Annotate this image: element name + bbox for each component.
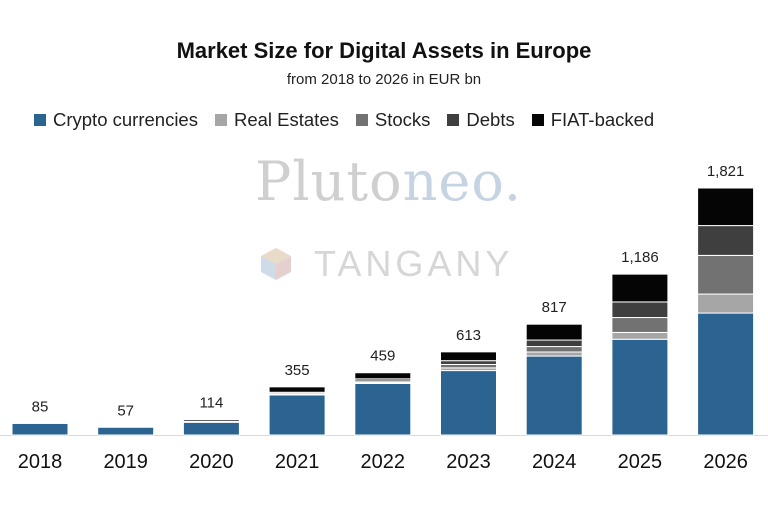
chart-title: Market Size for Digital Assets in Europe	[176, 38, 592, 63]
legend-swatch-real-estates	[214, 114, 227, 126]
bar-crypto-currencies-2020	[182, 421, 240, 436]
total-label-2018: 85	[32, 398, 49, 415]
bar-fiat-backed-2026	[697, 187, 755, 227]
total-label-2021: 355	[285, 362, 310, 379]
total-label-2025: 1,186	[621, 249, 659, 266]
bar-stocks-2023	[440, 363, 497, 369]
x-tick-label-2023: 2023	[446, 451, 491, 473]
bar-crypto-currencies-2023	[440, 370, 497, 436]
watermark-plutoneo: Plutoneo.	[255, 150, 522, 213]
bar-crypto-currencies-2021	[268, 394, 326, 436]
bar-crypto-currencies-2019	[97, 426, 155, 436]
total-label-2026: 1,821	[707, 163, 745, 180]
bar-stocks-2026	[697, 254, 755, 295]
total-label-2020: 114	[199, 395, 223, 412]
total-label-2019: 57	[117, 402, 134, 419]
x-tick-label-2020: 2020	[189, 451, 234, 473]
watermark-plutoneo-accent: neo.	[402, 150, 523, 213]
total-label-2022: 459	[370, 348, 395, 365]
bar-debts-2026	[697, 225, 755, 256]
bar-stocks-2024	[525, 346, 583, 353]
bar-fiat-backed-2025	[611, 273, 669, 303]
bar-real-estates-2024	[525, 351, 583, 357]
bar-real-estates-2025	[611, 331, 669, 340]
bar-debts-2023	[440, 360, 497, 365]
x-tick-label-2025: 2025	[618, 451, 663, 473]
tangany-logo-icon	[261, 248, 291, 280]
bar-fiat-backed-2024	[525, 323, 583, 341]
legend-item-crypto: Crypto currencies	[34, 109, 198, 131]
bar-fiat-backed-2020	[182, 419, 240, 422]
legend-item-fiat-backed: FIAT-backed	[531, 109, 655, 131]
legend-swatch-fiat-backed	[531, 114, 544, 126]
bar-debts-2024	[525, 339, 583, 348]
legend-label-fiat-backed: FIAT-backed	[550, 109, 655, 130]
x-tick-label-2019: 2019	[103, 451, 148, 473]
legend-swatch-crypto	[34, 114, 46, 126]
total-label-2024: 817	[542, 299, 567, 316]
legend-swatch-stocks	[355, 114, 368, 126]
x-tick-label-2018: 2018	[18, 451, 63, 473]
legend-item-stocks: Stocks	[355, 109, 431, 131]
bar-fiat-backed-2021	[268, 386, 326, 393]
bar-fiat-backed-2022	[354, 372, 412, 380]
legend-label-debts: Debts	[466, 109, 515, 130]
watermark-tangany: TANGANY	[258, 243, 513, 285]
watermark-tangany-text: TANGANY	[314, 243, 514, 284]
legend-item-real-estates: Real Estates	[214, 109, 339, 131]
bar-stocks-2025	[611, 317, 669, 333]
watermark-plutoneo-main: Pluto	[255, 150, 403, 213]
x-tick-label-2026: 2026	[703, 451, 748, 473]
bar-crypto-currencies-2025	[611, 338, 669, 436]
bar-fiat-backed-2023	[440, 351, 497, 362]
legend-swatch-debts	[447, 114, 460, 126]
chart-subtitle: from 2018 to 2026 in EUR bn	[286, 71, 482, 88]
x-tick-label-2024: 2024	[532, 451, 577, 473]
bar-real-estates-2026	[697, 293, 755, 314]
bar-debts-2025	[611, 301, 669, 319]
legend-item-debts: Debts	[447, 109, 515, 131]
legend-label-real-estates: Real Estates	[233, 109, 339, 130]
total-label-2023: 613	[456, 327, 481, 344]
bar-crypto-currencies-2026	[697, 312, 755, 436]
bar-crypto-currencies-2024	[525, 355, 583, 436]
bar-crypto-currencies-2018	[11, 422, 69, 436]
chart-legend: Crypto currencies Real Estates Stocks De…	[34, 109, 671, 131]
legend-label-stocks: Stocks	[374, 109, 431, 130]
bar-crypto-currencies-2022	[354, 382, 412, 436]
x-tick-label-2022: 2022	[361, 451, 406, 473]
legend-label-crypto: Crypto currencies	[53, 109, 198, 130]
x-tick-label-2021: 2021	[275, 451, 320, 473]
